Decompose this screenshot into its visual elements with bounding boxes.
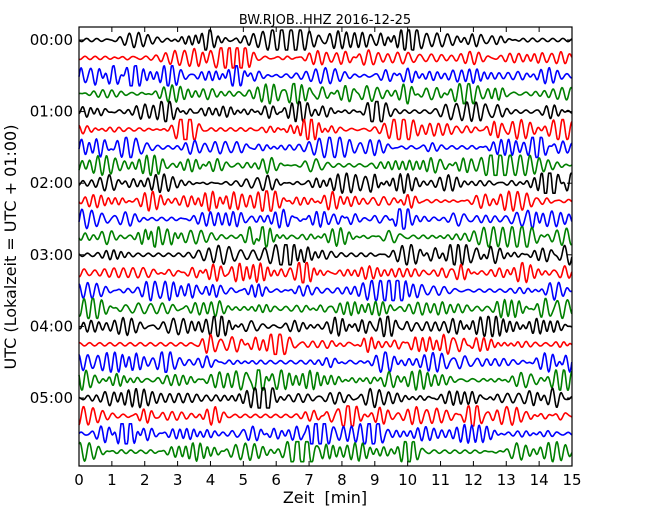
x-tick-label: 7 — [304, 471, 314, 489]
x-axis-label: Zeit [min] — [283, 488, 367, 507]
trace-row-17 — [78, 333, 573, 356]
x-tick-label: 15 — [562, 471, 581, 489]
y-tick-label: 03:00 — [30, 246, 73, 264]
x-tick-label: 0 — [74, 471, 84, 489]
trace-row-10 — [78, 208, 573, 230]
x-tick-label: 6 — [271, 471, 281, 489]
trace-row-21 — [78, 405, 573, 427]
trace-row-0 — [78, 29, 573, 51]
trace-row-20 — [78, 387, 573, 409]
y-tick-label: 04:00 — [30, 317, 73, 335]
trace-row-16 — [78, 315, 573, 338]
x-tick-label: 2 — [140, 471, 150, 489]
trace-row-3 — [78, 82, 573, 105]
x-tick-label: 11 — [431, 471, 450, 489]
x-axis-ticks: 0 1 2 3 4 5 6 7 8 9 10 11 12 13 14 15 — [74, 27, 582, 489]
y-tick-label: 05:00 — [30, 389, 73, 407]
trace-row-2 — [78, 65, 572, 87]
y-tick-label: 00:00 — [30, 31, 73, 49]
trace-row-13 — [78, 261, 573, 284]
trace-row-15 — [78, 297, 573, 320]
x-tick-label: 13 — [497, 471, 516, 489]
trace-row-8 — [78, 172, 573, 194]
x-tick-label: 1 — [107, 471, 117, 489]
x-tick-label: 3 — [173, 471, 183, 489]
trace-row-14 — [78, 279, 573, 302]
x-tick-label: 5 — [239, 471, 249, 489]
seismic-traces — [78, 29, 573, 463]
x-tick-label: 14 — [530, 471, 549, 489]
x-tick-label: 12 — [464, 471, 483, 489]
y-axis-label: UTC (Lokalzeit = UTC + 01:00) — [1, 125, 20, 370]
trace-row-7 — [78, 154, 573, 177]
trace-row-11 — [78, 226, 573, 248]
plot-frame — [78, 26, 573, 467]
y-tick-label: 01:00 — [30, 103, 73, 121]
trace-row-22 — [78, 423, 573, 445]
trace-row-19 — [78, 369, 573, 391]
trace-row-12 — [78, 244, 573, 266]
x-tick-label: 10 — [398, 471, 417, 489]
trace-row-1 — [78, 47, 573, 69]
x-tick-label: 8 — [337, 471, 347, 489]
trace-row-9 — [78, 190, 573, 212]
x-tick-label: 9 — [370, 471, 380, 489]
chart-title: BW.RJOB..HHZ 2016-12-25 — [239, 13, 411, 28]
trace-row-6 — [78, 136, 573, 159]
x-tick-label: 4 — [206, 471, 216, 489]
trace-row-5 — [78, 118, 573, 141]
y-tick-label: 02:00 — [30, 174, 73, 192]
trace-row-23 — [78, 440, 573, 463]
trace-row-4 — [78, 100, 573, 123]
y-axis-ticks: 00:00 01:00 02:00 03:00 04:00 05:00 — [30, 31, 572, 407]
trace-row-18 — [78, 351, 573, 373]
